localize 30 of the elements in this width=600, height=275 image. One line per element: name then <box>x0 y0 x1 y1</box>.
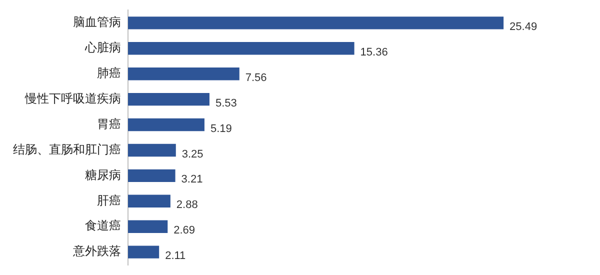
bar <box>128 67 240 80</box>
data-label: 15.36 <box>360 46 388 58</box>
bar <box>128 42 354 55</box>
data-label: 5.53 <box>215 97 237 110</box>
bar <box>128 194 170 208</box>
bar <box>128 220 168 233</box>
bar <box>128 118 204 132</box>
bar <box>128 144 176 157</box>
data-label: 2.69 <box>174 224 196 237</box>
data-label: 3.21 <box>181 174 203 186</box>
bar <box>128 16 504 30</box>
data-label: 25.49 <box>510 20 538 33</box>
y-tick-label: 胃癌 <box>97 116 121 131</box>
y-tick-label: 心脏病 <box>84 40 121 55</box>
y-tick-label: 肺癌 <box>97 66 121 80</box>
y-tick-label: 结肠、直肠和肛门癌 <box>13 142 121 156</box>
data-label: 2.88 <box>176 199 198 212</box>
data-label: 5.19 <box>210 122 232 135</box>
data-label: 2.11 <box>165 250 186 262</box>
bar <box>128 169 176 182</box>
y-tick-label: 食道癌 <box>85 218 121 233</box>
bar <box>128 92 210 106</box>
data-label: 3.25 <box>182 148 204 160</box>
y-tick-label: 糖尿病 <box>85 168 121 182</box>
data-label: 7.56 <box>245 72 267 84</box>
y-tick-label: 肝癌 <box>97 193 121 208</box>
y-tick-label: 意外跌落 <box>72 244 121 258</box>
bar <box>128 246 160 258</box>
y-tick-label: 脑血管病 <box>73 15 121 30</box>
y-tick-label: 慢性下呼吸道疾病 <box>24 91 121 106</box>
